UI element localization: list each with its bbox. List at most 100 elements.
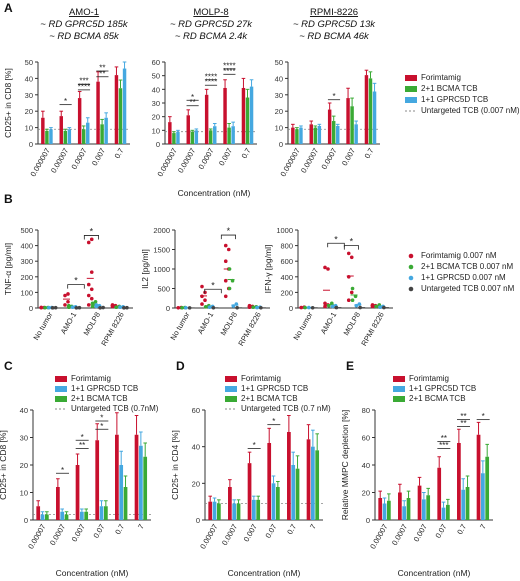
y-tick-label: 1500 [153, 246, 170, 255]
bar [81, 129, 86, 144]
x-tick-label: 0.007 [340, 147, 357, 168]
y-tick-label: 2000 [153, 226, 170, 235]
bar [84, 511, 89, 520]
legend-swatch [225, 396, 237, 402]
y-tick-label: 500 [157, 285, 170, 294]
y-tick-label: 40 [275, 74, 283, 83]
y-tick-label: 500 [20, 226, 33, 235]
legend-swatch [55, 376, 67, 382]
x-tick-label: 0.7 [455, 523, 468, 537]
x-tick-label: 0.07 [263, 523, 278, 540]
legend-swatch [405, 75, 417, 81]
x-tick-label: 0.0007 [69, 147, 88, 171]
bar [100, 124, 104, 144]
x-tick-label: 0.000007 [278, 147, 301, 179]
y-axis-label: IL2 [pg/ml] [140, 249, 150, 289]
bar [45, 130, 49, 144]
data-point [66, 299, 70, 304]
bar [44, 514, 49, 520]
legend-swatch [408, 286, 414, 292]
bar [40, 514, 45, 520]
significance-label: * [81, 433, 84, 442]
significance-bracket [343, 245, 359, 250]
legend-label: 2+1 BCMA TCB [421, 84, 478, 93]
panel-letter: E [346, 359, 354, 373]
bar [77, 98, 82, 144]
bar [256, 499, 261, 520]
bar [372, 91, 377, 144]
x-tick-label: RPMI 8226 [99, 311, 126, 348]
y-tick-label: 0 [166, 304, 170, 313]
bar [336, 125, 340, 144]
y-tick-label: 30 [20, 434, 28, 443]
data-point [223, 259, 228, 264]
y-tick-label: 400 [280, 273, 293, 282]
bar [75, 465, 80, 520]
y-tick-label: 20 [192, 479, 200, 488]
y-tick-label: 60 [362, 434, 370, 443]
significance-label: * [211, 280, 215, 290]
bar [267, 443, 272, 520]
x-tick-label: 0.7 [113, 147, 126, 161]
bar [331, 121, 336, 144]
y-tick-label: 1000 [153, 265, 170, 274]
x-tick-label: 0.7 [285, 523, 298, 537]
y-tick-label: 30 [152, 99, 160, 108]
y-tick-label: 600 [280, 257, 293, 266]
y-axis-label: CD25+ in CD4 [%] [170, 430, 180, 500]
x-tick-label: 0.0007 [390, 523, 409, 547]
y-tick-label: 40 [362, 461, 370, 470]
bar [95, 440, 100, 520]
bar [368, 78, 373, 144]
bar [231, 126, 235, 144]
bar [247, 463, 252, 520]
bar [96, 81, 100, 144]
legend-swatch [405, 97, 417, 103]
legend-label: 1+1 GPRC5D TCB [421, 95, 488, 104]
y-tick-label: 40 [20, 406, 28, 415]
x-tick-label: 0.0007 [220, 523, 239, 547]
bar [441, 507, 446, 520]
y-tick-label: 100 [20, 288, 33, 297]
y-tick-label: 20 [275, 107, 283, 116]
bar [119, 465, 124, 520]
legend-swatch [55, 386, 67, 392]
bar [208, 501, 213, 520]
bar [327, 109, 332, 144]
significance-label: * [74, 276, 78, 286]
bar [64, 514, 69, 520]
bar [56, 487, 60, 520]
x-tick-label: 7 [478, 523, 488, 531]
significance-label: ** [189, 98, 195, 107]
x-tick-label: 0.7 [113, 523, 126, 537]
legend-swatch [393, 386, 405, 392]
legend-label: Forimtamig [421, 73, 461, 82]
significance-label: ** [79, 441, 85, 450]
significance-label: * [100, 414, 103, 423]
x-tick-label: 0.000007 [28, 147, 51, 179]
bar [350, 106, 354, 144]
bar [216, 503, 221, 520]
significance-label: * [191, 93, 194, 102]
legend-swatch [393, 376, 405, 382]
legend-swatch [225, 376, 237, 382]
bar [123, 487, 128, 520]
bar [315, 450, 320, 520]
y-tick-label: 800 [280, 242, 293, 251]
bar [295, 129, 299, 144]
data-point [89, 296, 94, 301]
bar [386, 500, 391, 520]
legend-swatch [408, 253, 414, 259]
bar [476, 434, 481, 520]
y-axis-label: Relative MMPC depletion [%] [340, 410, 350, 521]
panel-letter: A [4, 1, 13, 15]
x-tick-label: 0.007 [412, 523, 429, 544]
significance-label: * [100, 422, 103, 431]
y-tick-label: 20 [20, 461, 28, 470]
data-point [66, 292, 70, 296]
bar [49, 129, 53, 144]
bar [398, 492, 402, 520]
